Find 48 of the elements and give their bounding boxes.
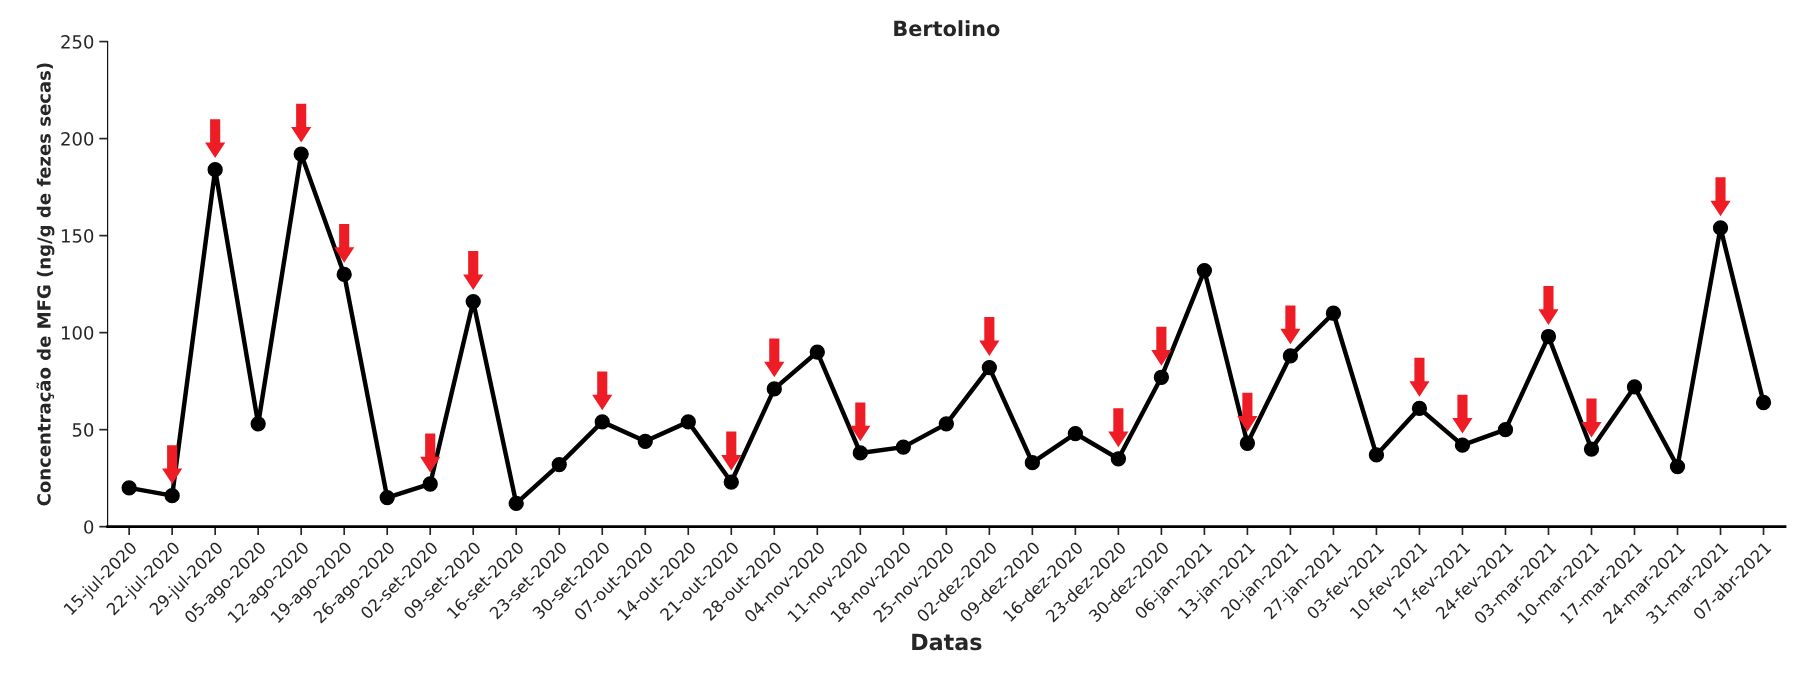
point — [1368, 447, 1385, 463]
point — [809, 344, 825, 360]
point — [938, 416, 954, 432]
y-tick-label: 50 — [72, 423, 94, 437]
point — [1454, 437, 1471, 453]
point — [981, 359, 997, 376]
y-tick-label: 0 — [84, 520, 94, 534]
point — [637, 433, 653, 449]
point — [1282, 348, 1299, 364]
point — [250, 416, 266, 432]
point — [766, 381, 782, 397]
point — [293, 146, 309, 162]
y-tick-label: 200 — [61, 132, 94, 146]
y-tick-label: 100 — [61, 326, 94, 340]
point — [207, 162, 223, 178]
point — [594, 414, 610, 430]
point — [121, 480, 137, 496]
point — [508, 495, 524, 512]
y-tick-label: 150 — [61, 229, 94, 243]
y-axis-title: Concentração de MFG (ng/g de fezes secas) — [36, 63, 55, 506]
point — [680, 414, 696, 430]
point — [723, 474, 739, 490]
point — [336, 266, 352, 283]
point — [1239, 435, 1256, 451]
point — [1540, 328, 1557, 345]
point — [422, 476, 438, 492]
point — [1196, 262, 1213, 279]
point — [895, 439, 911, 455]
point — [1067, 425, 1084, 442]
point — [1755, 394, 1772, 411]
y-tick-label: 250 — [61, 35, 94, 49]
chart-title: Bertolino — [894, 20, 1000, 37]
point — [1325, 305, 1342, 321]
point — [551, 456, 567, 473]
point — [1110, 451, 1127, 467]
point — [379, 489, 395, 506]
point — [465, 293, 481, 310]
point — [1153, 369, 1170, 385]
point — [1626, 379, 1643, 395]
point — [1669, 458, 1686, 475]
point — [852, 445, 868, 461]
point — [1024, 455, 1040, 471]
point — [1583, 441, 1600, 457]
point — [1712, 220, 1729, 236]
x-axis-title: Datas — [912, 633, 982, 651]
point — [164, 487, 180, 504]
point — [1497, 422, 1514, 438]
point — [1411, 400, 1428, 416]
